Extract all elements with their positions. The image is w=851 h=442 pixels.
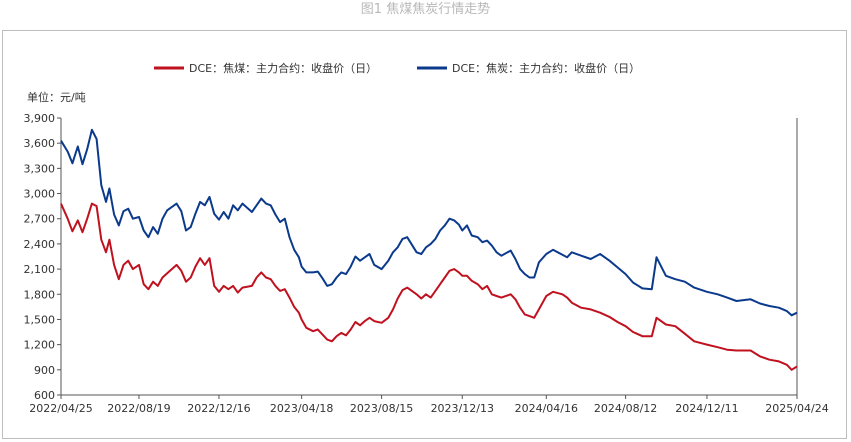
y-tick-label: 2,700 bbox=[24, 213, 56, 226]
y-tick-label: 3,300 bbox=[24, 162, 56, 175]
series-line-coking-coal bbox=[60, 202, 798, 371]
x-tick-label: 2024/12/11 bbox=[675, 402, 738, 415]
y-tick-label: 1,200 bbox=[24, 339, 56, 352]
x-tick-label: 2025/04/24 bbox=[765, 402, 828, 415]
y-tick-label: 3,600 bbox=[24, 137, 56, 150]
y-tick-label: 1,500 bbox=[24, 313, 56, 326]
x-tick-label: 2023/04/18 bbox=[270, 402, 333, 415]
x-tick-label: 2022/04/25 bbox=[29, 402, 92, 415]
y-axis-unit-label: 单位：元/吨 bbox=[27, 90, 86, 104]
x-tick-label: 2023/12/13 bbox=[431, 402, 494, 415]
legend-label-coking-coal: DCE：焦煤：主力合约：收盘价（日） bbox=[189, 61, 377, 75]
axes: 600 900 1,200 1,500 1,800 2,100 2,400 2,700 3,00… bbox=[24, 112, 829, 415]
y-tick-label: 2,100 bbox=[24, 263, 56, 276]
x-tick-label: 2024/08/12 bbox=[594, 402, 657, 415]
legend: DCE：焦煤：主力合约：收盘价（日） DCE：焦炭：主力合约：收盘价（日） bbox=[154, 61, 640, 75]
y-tick-label: 2,400 bbox=[24, 238, 56, 251]
x-tick-label: 2024/04/16 bbox=[515, 402, 578, 415]
y-tick-label: 3,000 bbox=[24, 188, 56, 201]
x-tick-label: 2022/08/19 bbox=[107, 402, 170, 415]
y-tick-label: 900 bbox=[34, 364, 55, 377]
plot-area bbox=[60, 128, 798, 371]
y-tick-label: 1,800 bbox=[24, 288, 56, 301]
legend-label-coke: DCE：焦炭：主力合约：收盘价（日） bbox=[452, 61, 640, 75]
y-tick-label: 3,900 bbox=[24, 112, 56, 125]
chart-panel: DCE：焦煤：主力合约：收盘价（日） DCE：焦炭：主力合约：收盘价（日） 单位… bbox=[2, 30, 847, 439]
x-tick-label: 2023/08/15 bbox=[350, 402, 413, 415]
figure-title: 图1 焦煤焦炭行情走势 bbox=[360, 2, 491, 17]
x-tick-label: 2022/12/16 bbox=[187, 402, 250, 415]
series-line-coke bbox=[60, 128, 798, 317]
y-tick-label: 600 bbox=[34, 389, 55, 402]
line-chart: DCE：焦煤：主力合约：收盘价（日） DCE：焦炭：主力合约：收盘价（日） 单位… bbox=[24, 61, 829, 415]
